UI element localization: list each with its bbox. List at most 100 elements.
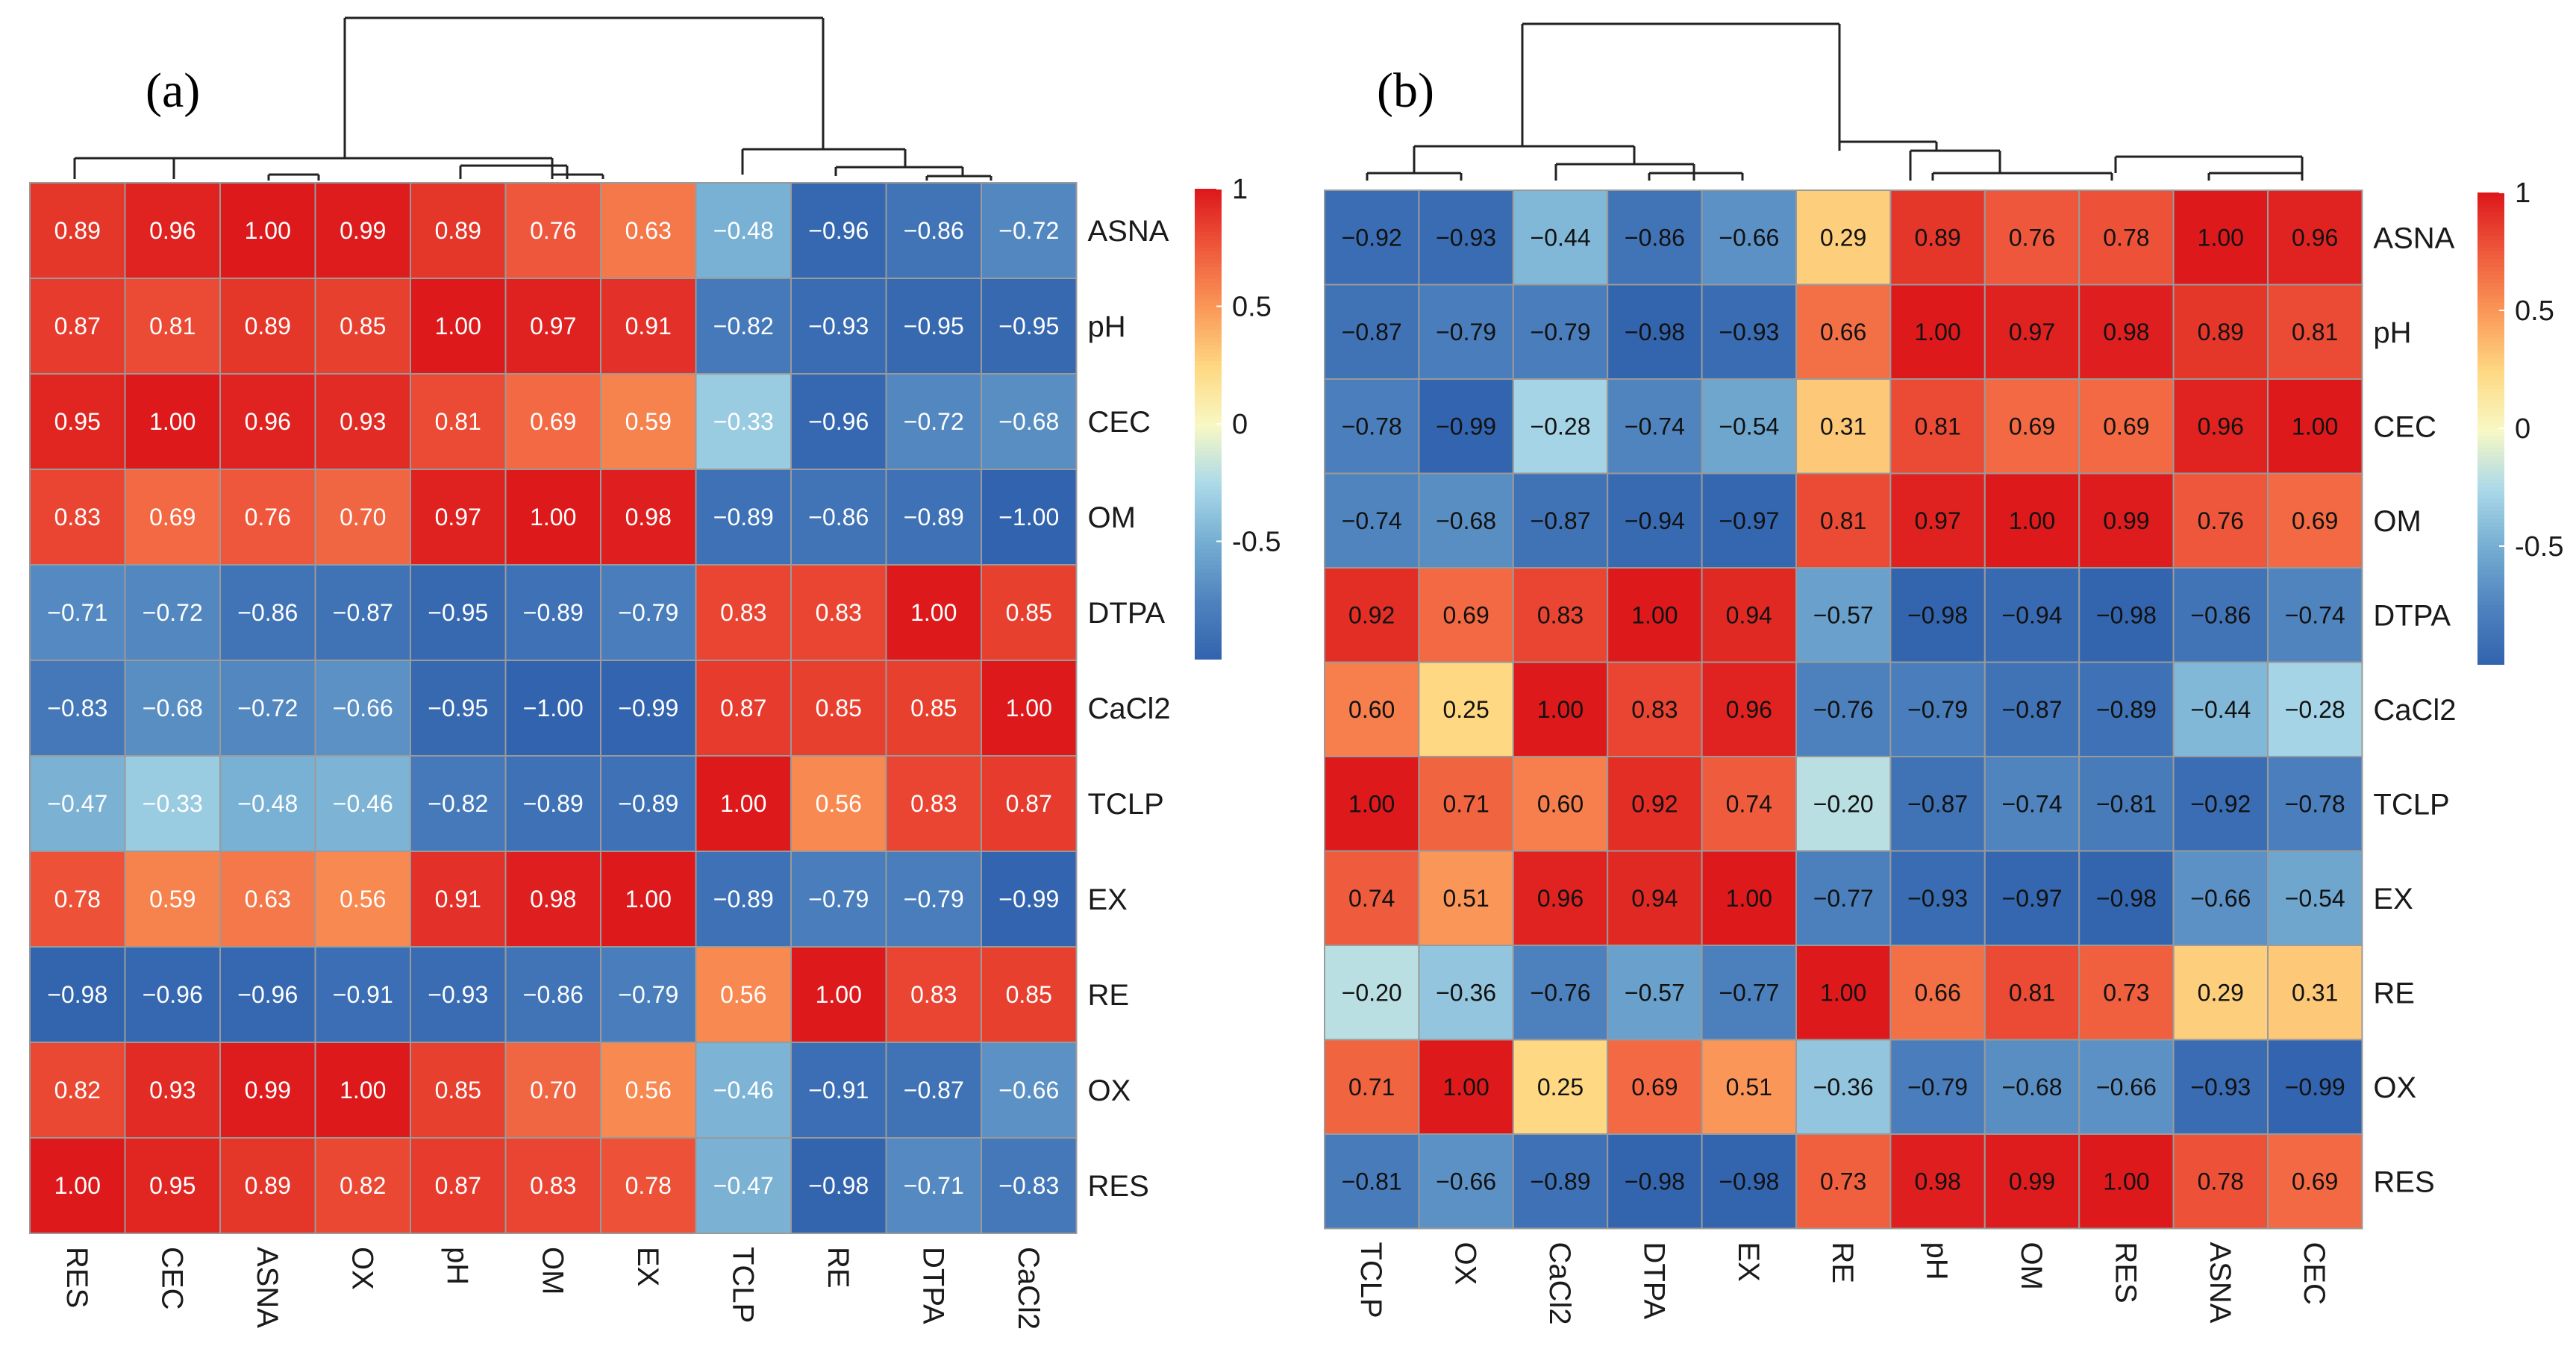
- cell-value-label: 0.76: [2009, 224, 2055, 251]
- cell-value-label: 0.60: [1537, 790, 1584, 817]
- heatmap-cell: [410, 469, 507, 566]
- cell-value-label: 0.81: [435, 408, 481, 435]
- cell-value-label: −0.87: [333, 599, 393, 626]
- cell-value-label: −0.76: [1531, 979, 1591, 1006]
- colorbar-segment: [1195, 631, 1222, 636]
- heatmap-cell: [1983, 1039, 2081, 1135]
- heatmap-cell: [695, 755, 792, 852]
- heatmap-cell: [1324, 945, 1420, 1041]
- cell-value-label: 1.00: [910, 599, 957, 626]
- colorbar-segment: [1195, 208, 1222, 213]
- cell-value-label: 1.00: [2198, 224, 2244, 251]
- heatmap-cell: [2172, 945, 2269, 1041]
- heatmap-cell: [981, 851, 1078, 948]
- heatmap-cell: [314, 182, 411, 279]
- colorbar-segment: [1195, 318, 1222, 323]
- heatmap-cell: [1324, 567, 1420, 663]
- heatmap-cell: [1324, 850, 1420, 946]
- colorbar-segment: [2477, 294, 2504, 300]
- colorbar-segment: [1195, 357, 1222, 362]
- heatmap-cell: [2078, 850, 2175, 946]
- cell-value-label: −1.00: [523, 695, 584, 721]
- cell-value-label: −0.99: [618, 695, 678, 721]
- heatmap-cell: [981, 182, 1078, 279]
- heatmap-cell: [410, 1042, 507, 1139]
- column-label: OX: [346, 1247, 378, 1290]
- cell-value-label: 0.96: [1726, 696, 1772, 723]
- colorbar-segment: [1195, 428, 1222, 433]
- colorbar-segment: [2477, 569, 2504, 575]
- colorbar-segment: [1195, 513, 1222, 519]
- heatmap-cell: [410, 278, 507, 375]
- cell-value-label: −0.66: [998, 1077, 1059, 1104]
- cell-value-label: 0.81: [1914, 413, 1960, 439]
- colorbar-segment: [2477, 601, 2504, 606]
- colorbar-segment: [1195, 525, 1222, 530]
- cell-value-label: 0.31: [1820, 413, 1866, 439]
- cell-value-label: −0.87: [1531, 507, 1591, 534]
- heatmap-cell: [219, 182, 316, 279]
- colorbar-segment: [1195, 537, 1222, 542]
- heatmap-cell: [790, 373, 887, 470]
- heatmap-cell: [1795, 567, 1892, 663]
- heatmap-cell: [29, 1042, 126, 1139]
- heatmap-cell: [1983, 472, 2081, 569]
- colorbar-segment: [1195, 522, 1222, 527]
- colorbar-segment: [1195, 451, 1222, 456]
- cell-value-label: 0.98: [2103, 319, 2149, 345]
- heatmap-cell: [219, 755, 316, 852]
- cell-value-label: 1.00: [530, 504, 576, 530]
- row-label: CaCl2: [1088, 692, 1171, 725]
- colorbar-segment: [2477, 263, 2504, 269]
- cell-value-label: −0.92: [1342, 224, 1402, 251]
- heatmap-cell: [29, 755, 126, 852]
- row-labels-a: ASNA pH CEC OM DTPA CaCl2 TCLP EX RE OX RES: [1088, 215, 1171, 1203]
- cell-value-label: 0.74: [1348, 885, 1395, 912]
- colorbar-segment: [2477, 334, 2504, 339]
- cell-value-label: 0.85: [340, 313, 386, 339]
- colorbar-segment: [1195, 236, 1222, 241]
- cell-value-label: −0.72: [143, 599, 203, 626]
- cell-value-label: 1.00: [1442, 1074, 1489, 1101]
- heatmap-cell: [1889, 1133, 1986, 1230]
- colorbar-segment: [2477, 306, 2504, 311]
- heatmap-cell: [1512, 850, 1609, 946]
- column-label: DTPA: [916, 1247, 949, 1324]
- colorbar-segment: [2477, 424, 2504, 429]
- colorbar-segment: [2477, 534, 2504, 539]
- colorbar-segment: [1195, 322, 1222, 327]
- cell-value-label: −0.86: [808, 504, 869, 530]
- colorbar-segment: [2477, 349, 2504, 354]
- colorbar-segment: [2477, 483, 2504, 488]
- row-label: OX: [2373, 1071, 2416, 1104]
- colorbar-segment: [2477, 510, 2504, 516]
- colorbar-segment: [1195, 283, 1222, 288]
- cell-value-label: −0.86: [237, 599, 298, 626]
- cell-value-label: 0.83: [910, 981, 957, 1008]
- cell-value-label: −0.44: [1531, 224, 1591, 251]
- row-label: EX: [2373, 883, 2413, 915]
- colorbar-segment: [2477, 660, 2504, 665]
- colorbar-segment: [2477, 298, 2504, 304]
- heatmap-cell: [29, 946, 126, 1043]
- heatmap-cell: [314, 469, 411, 566]
- cell-value-label: −0.89: [1531, 1168, 1591, 1195]
- row-label: DTPA: [1088, 597, 1166, 630]
- heatmap-cell: [1324, 1133, 1420, 1230]
- cell-value-label: 0.66: [1820, 319, 1866, 345]
- colorbar-segment: [1195, 439, 1222, 445]
- heatmap-cell: [1324, 756, 1420, 852]
- colorbar-segment: [2477, 609, 2504, 614]
- colorbar-segment: [1195, 325, 1222, 331]
- column-label: ASNA: [2204, 1242, 2236, 1324]
- colorbar-segment: [1195, 443, 1222, 448]
- colorbar-segment: [1195, 337, 1222, 342]
- heatmap-cell: [885, 755, 982, 852]
- heatmap-cell: [1607, 284, 1703, 380]
- cell-value-label: 0.59: [149, 886, 196, 913]
- heatmap-cell: [124, 182, 221, 279]
- colorbar-segment: [1195, 612, 1222, 617]
- colorbar-segment: [2477, 231, 2504, 237]
- heatmap-cell: [29, 182, 126, 279]
- colorbar-segment: [2477, 290, 2504, 295]
